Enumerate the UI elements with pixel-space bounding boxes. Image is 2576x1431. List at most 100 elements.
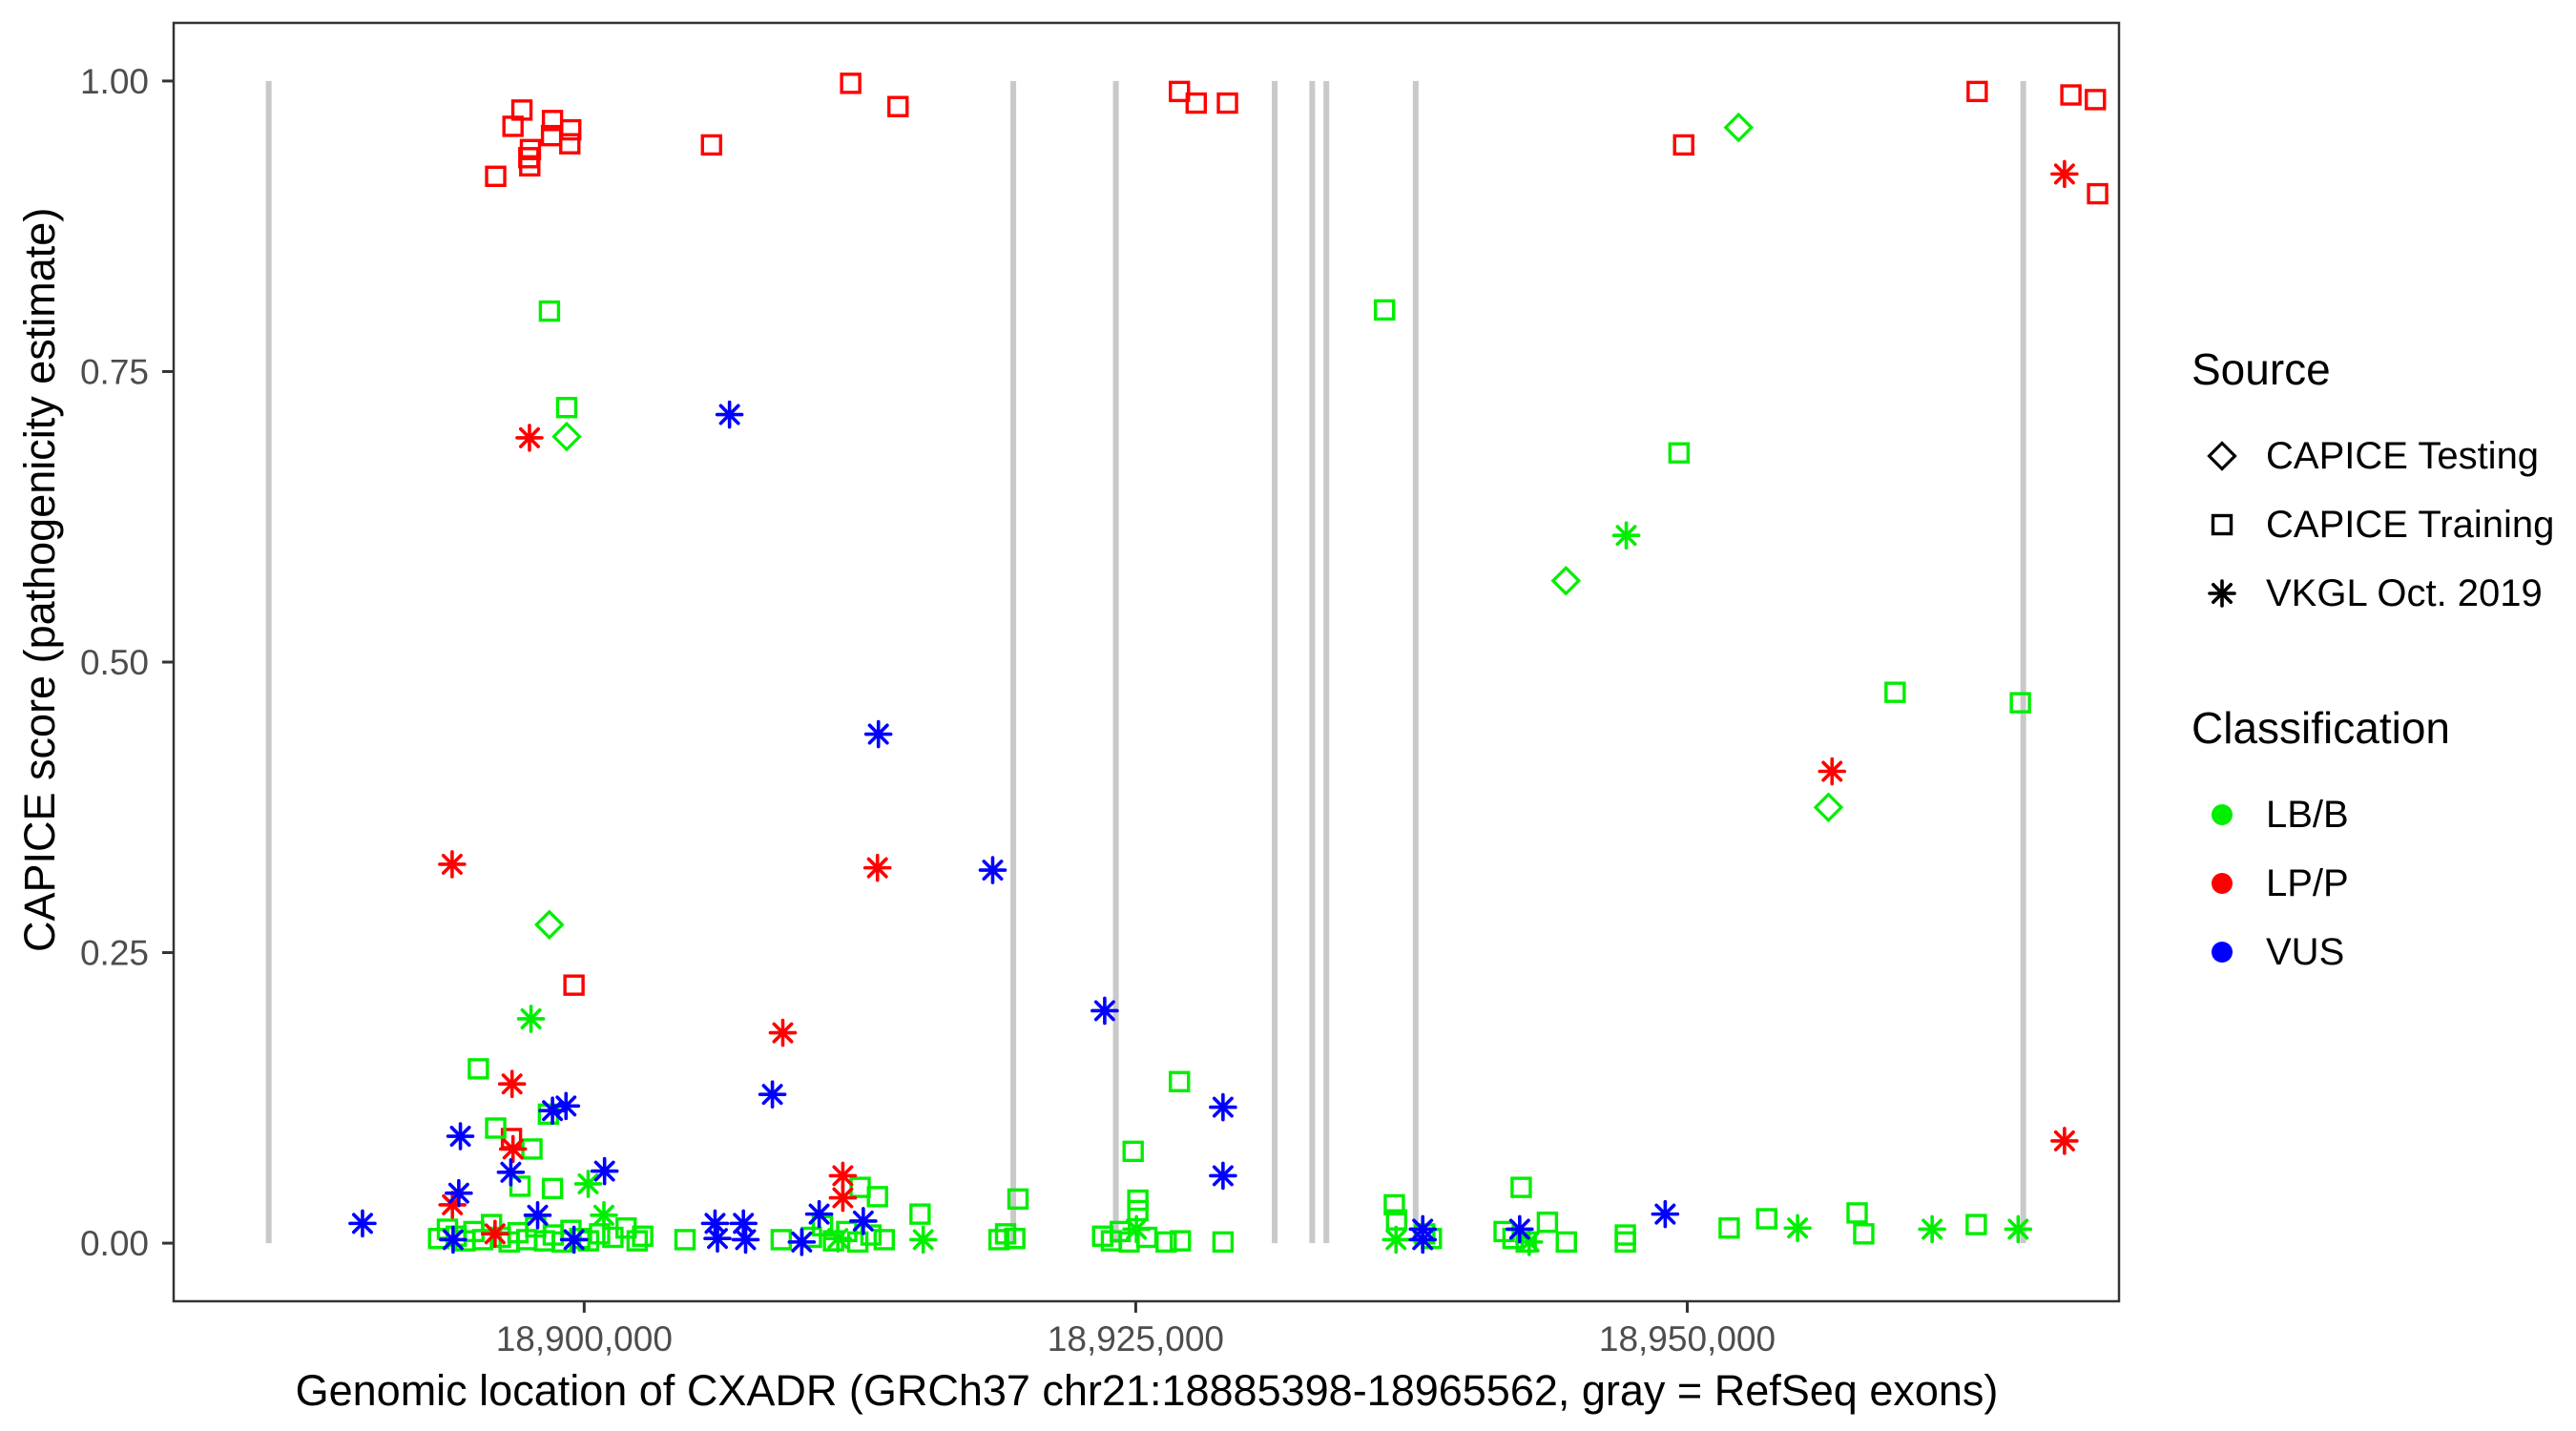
data-point-square	[840, 73, 862, 94]
data-point-square	[770, 1229, 793, 1251]
data-point-asterisk	[1209, 1161, 1237, 1191]
data-point-asterisk	[1506, 1214, 1534, 1244]
legend-item-lpp: LP/P	[2192, 849, 2573, 918]
legend-item-vkgl: VKGL Oct. 2019	[2192, 559, 2573, 628]
data-point-square	[1965, 1213, 1987, 1235]
square-icon	[2192, 494, 2253, 555]
data-point-asterisk	[2050, 1127, 2079, 1155]
data-point-square	[849, 1176, 871, 1198]
series-capice-training	[427, 73, 2109, 1254]
series-capice-testing	[534, 112, 1844, 941]
data-point-square	[1170, 1230, 1192, 1252]
data-point-asterisk	[700, 1209, 730, 1238]
data-point-asterisk	[908, 1225, 938, 1255]
y-tick-label: 1.00	[80, 62, 149, 101]
data-point-asterisk	[445, 1178, 473, 1208]
data-point-asterisk	[1783, 1213, 1812, 1243]
data-point-asterisk	[758, 1080, 787, 1109]
data-point-square	[485, 1117, 507, 1139]
data-point-square	[1614, 1224, 1636, 1246]
data-point-square	[1383, 1193, 1405, 1216]
y-tick-label: 0.25	[80, 934, 149, 973]
data-point-asterisk	[823, 1224, 853, 1254]
data-point-square	[909, 1203, 931, 1225]
data-point-diamond	[1813, 792, 1844, 823]
data-point-square	[1510, 1176, 1532, 1198]
legend: Source CAPICE Testing CAPICE Training VK…	[2192, 343, 2573, 986]
diamond-icon	[2192, 425, 2253, 487]
data-point-diamond	[534, 909, 565, 941]
exon-bar	[1010, 80, 1017, 1244]
legend-item-label: LB/B	[2266, 793, 2349, 836]
data-point-square	[1216, 92, 1238, 114]
exon-bar	[265, 80, 272, 1244]
data-point-asterisk	[1818, 757, 1847, 786]
data-point-asterisk	[551, 1091, 581, 1121]
exon-bar	[1309, 80, 1316, 1244]
data-point-square	[1212, 1231, 1235, 1254]
y-tick-label: 0.00	[80, 1224, 149, 1263]
data-point-square	[887, 95, 909, 117]
data-point-diamond	[1550, 565, 1582, 596]
exon-bar	[1112, 80, 1119, 1244]
data-point-asterisk	[731, 1225, 760, 1255]
x-tick-label: 18,950,000	[1599, 1319, 1776, 1358]
data-point-asterisk	[1408, 1225, 1438, 1255]
data-point-asterisk	[768, 1018, 798, 1047]
legend-item-label: CAPICE Testing	[2266, 434, 2540, 477]
legend-classification-title: Classification	[2192, 703, 2450, 753]
data-point-square	[1555, 1231, 1577, 1254]
data-point-asterisk	[498, 1134, 528, 1164]
data-point-square	[2085, 89, 2107, 111]
data-point-asterisk	[559, 1225, 589, 1255]
data-point-asterisk	[1611, 521, 1641, 550]
legend-item-capice-testing: CAPICE Testing	[2192, 422, 2573, 490]
data-point-square	[2060, 84, 2082, 106]
data-point-asterisk	[1651, 1199, 1680, 1229]
data-point-asterisk	[2004, 1214, 2033, 1244]
data-point-square	[563, 974, 585, 996]
y-tick-label: 0.75	[80, 352, 149, 391]
data-point-asterisk	[438, 850, 467, 879]
data-point-asterisk	[1381, 1225, 1411, 1255]
data-point-square	[538, 300, 561, 322]
data-point-square	[1966, 80, 1988, 103]
legend-item-vus: VUS	[2192, 918, 2573, 986]
asterisk-icon	[2192, 563, 2253, 624]
data-point-asterisk	[2050, 159, 2079, 189]
data-point-asterisk	[348, 1209, 377, 1238]
legend-item-label: VKGL Oct. 2019	[2266, 571, 2543, 614]
y-tick-label: 0.50	[80, 643, 149, 682]
data-point-square	[1169, 1070, 1191, 1092]
exon-bar	[1412, 80, 1419, 1244]
data-point-square	[1884, 681, 1906, 703]
data-point-square	[1668, 442, 1691, 464]
data-point-square	[1007, 1188, 1029, 1211]
data-point-asterisk	[523, 1201, 552, 1230]
data-point-square	[2009, 692, 2031, 714]
data-point-square	[1853, 1223, 1875, 1245]
data-point-asterisk	[573, 1170, 603, 1198]
data-point-square	[674, 1229, 696, 1251]
legend-item-lbb: LB/B	[2192, 780, 2573, 849]
panel-border	[172, 21, 2121, 1303]
exon-bar	[1272, 80, 1278, 1244]
data-point-asterisk	[1209, 1092, 1237, 1122]
lbb-circle-icon	[2192, 784, 2253, 845]
data-point-asterisk	[804, 1199, 834, 1229]
data-point-square	[866, 1186, 888, 1208]
data-point-asterisk	[862, 853, 892, 882]
legend-item-capice-training: CAPICE Training	[2192, 490, 2573, 559]
data-point-asterisk	[1918, 1214, 1946, 1244]
data-point-square	[1672, 134, 1694, 156]
data-point-square	[1718, 1217, 1740, 1239]
data-point-asterisk	[516, 1005, 546, 1033]
data-point-square	[560, 118, 582, 141]
data-point-square	[467, 1058, 489, 1080]
data-point-square	[1155, 1231, 1177, 1254]
data-point-square	[589, 1223, 611, 1245]
data-point-asterisk	[849, 1207, 878, 1235]
data-point-square	[632, 1225, 654, 1247]
lpp-circle-icon	[2192, 853, 2253, 914]
